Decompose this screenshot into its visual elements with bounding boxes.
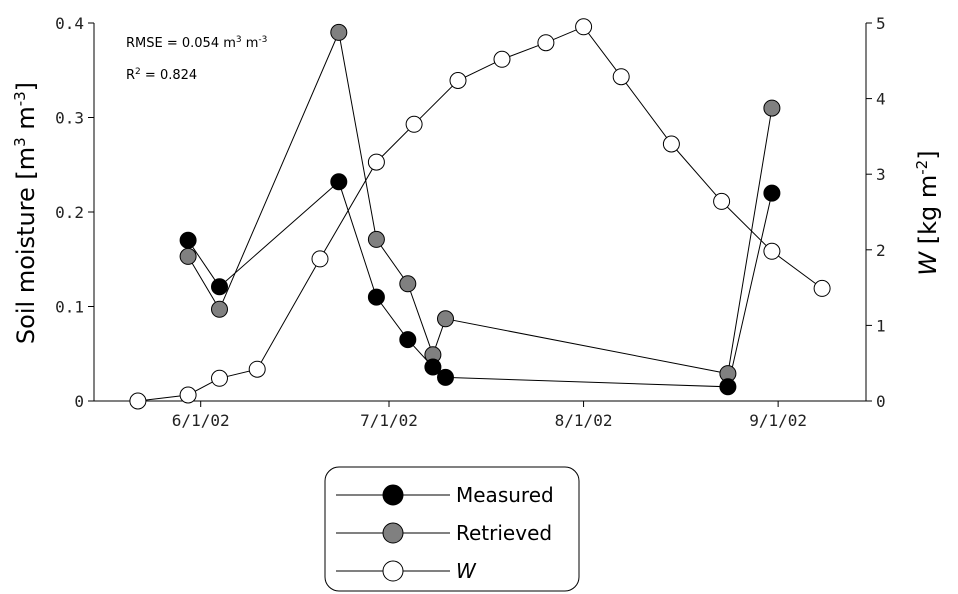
right-y-tick-label-4: 4 [876, 90, 886, 109]
data-point-measured-7 [719, 378, 737, 396]
axes-group [93, 23, 867, 402]
legend: Measured Retrieved W [324, 466, 580, 592]
data-point-measured-3 [367, 288, 385, 306]
data-point-w-10 [575, 18, 593, 36]
data-point-measured-1 [211, 278, 228, 296]
data-point-w-0 [129, 392, 147, 410]
legend-item-retrieved: Retrieved [336, 521, 552, 545]
data-point-measured-6 [437, 368, 454, 386]
right-y-tick-label-2: 2 [876, 241, 886, 260]
left-y-tick-label-2: 0.2 [55, 203, 84, 222]
data-point-measured-0 [179, 231, 197, 249]
x-tick-label-3: 9/1/02 [749, 411, 807, 430]
data-point-w-14 [763, 242, 781, 260]
data-point-w-3 [248, 360, 266, 378]
legend-marker-retrieved [382, 522, 404, 544]
legend-marker-measured [382, 484, 404, 506]
legend-item-w: W [336, 559, 477, 583]
data-point-w-15 [813, 279, 831, 297]
data-point-w-9 [537, 34, 555, 52]
series-line-retrieved [187, 30, 773, 375]
left-y-tick-label-1: 0.1 [55, 298, 84, 317]
r2-annotation: R2 = 0.824 [126, 67, 197, 83]
data-point-w-2 [211, 369, 228, 387]
series-lines-group [137, 26, 823, 402]
data-point-w-11 [612, 68, 630, 86]
data-point-measured-8 [763, 184, 781, 202]
series-line-w [137, 26, 823, 402]
data-point-measured-2 [330, 173, 348, 191]
right-y-tick-label-3: 3 [876, 165, 886, 184]
rmse-annotation: RMSE = 0.054 m3 m-3 [126, 35, 267, 51]
data-point-w-5 [367, 153, 385, 171]
data-point-measured-4 [399, 331, 417, 349]
right-y-tick-label-1: 1 [876, 316, 886, 335]
left-y-tick-label-0: 0 [74, 392, 84, 411]
data-point-w-13 [713, 192, 731, 210]
x-tick-label-1: 7/1/02 [360, 411, 418, 430]
data-point-w-7 [449, 72, 467, 89]
data-point-retrieved-1 [211, 300, 228, 318]
legend-item-measured: Measured [336, 483, 554, 507]
left-y-tick-label-3: 0.3 [55, 109, 84, 128]
data-point-retrieved-6 [437, 310, 454, 328]
legend-label-measured: Measured [456, 483, 554, 507]
legend-label-w: W [456, 559, 477, 583]
left-y-tick-label-4: 0.4 [55, 14, 84, 33]
data-point-w-4 [311, 250, 329, 268]
right-y-axis-title: W [kg m-2] [913, 150, 942, 275]
series-line-measured [187, 180, 773, 388]
series-points-group [129, 18, 831, 410]
data-point-w-12 [662, 135, 680, 153]
data-point-retrieved-2 [330, 23, 348, 41]
ticks-group: 6/1/02 7/1/02 8/1/02 9/1/02 0 0.1 0.2 0.3 0.4 0 1 2… [55, 14, 886, 430]
right-y-tick-label-5: 5 [876, 14, 886, 33]
x-tick-label-0: 6/1/02 [172, 411, 230, 430]
data-point-retrieved-4 [399, 275, 417, 293]
legend-label-retrieved: Retrieved [456, 521, 552, 545]
data-point-w-8 [493, 50, 511, 68]
data-point-retrieved-0 [179, 247, 197, 265]
x-tick-label-2: 8/1/02 [555, 411, 613, 430]
data-point-retrieved-3 [367, 230, 385, 248]
data-point-w-1 [179, 386, 197, 404]
data-point-w-6 [405, 115, 423, 133]
left-y-axis-title: Soil moisture [m3 m-3] [11, 82, 40, 344]
data-point-retrieved-8 [763, 99, 781, 117]
legend-marker-w [382, 560, 404, 582]
right-y-tick-label-0: 0 [876, 392, 886, 411]
data-point-measured-5 [424, 358, 442, 376]
